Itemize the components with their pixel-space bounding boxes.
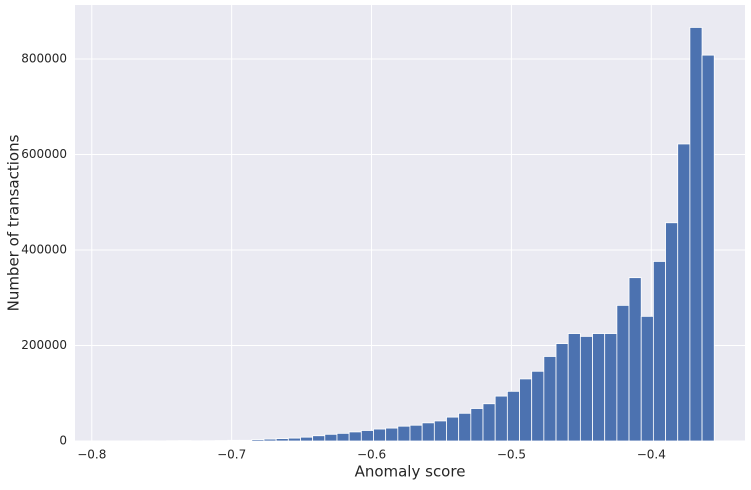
bar	[544, 356, 556, 441]
bar	[410, 425, 422, 441]
x-tick-label: −0.8	[77, 448, 106, 462]
bar	[653, 261, 665, 441]
bar	[702, 55, 714, 441]
bar	[447, 417, 459, 441]
bar	[507, 391, 519, 441]
bar	[568, 334, 580, 441]
bar	[227, 440, 239, 441]
bar	[605, 334, 617, 441]
bar	[337, 433, 349, 441]
bar	[666, 223, 678, 441]
y-tick-label: 0	[59, 434, 67, 448]
bar	[240, 440, 252, 441]
bar	[641, 316, 653, 441]
bar	[276, 439, 288, 441]
bar	[373, 429, 385, 441]
y-tick-label: 800000	[21, 51, 67, 65]
x-tick-label: −0.7	[217, 448, 246, 462]
bar	[300, 437, 312, 441]
y-tick-label: 400000	[21, 242, 67, 256]
x-axis-label: Anomaly score	[355, 463, 466, 481]
bar	[252, 440, 264, 441]
bar	[459, 413, 471, 441]
bar	[629, 278, 641, 441]
x-tick-label: −0.6	[357, 448, 386, 462]
bar	[264, 439, 276, 441]
bar	[288, 438, 300, 441]
x-tick-label: −0.4	[637, 448, 666, 462]
bar	[520, 379, 532, 441]
bar	[617, 305, 629, 441]
bar	[556, 344, 568, 441]
x-tick-label: −0.5	[497, 448, 526, 462]
bar	[313, 436, 325, 441]
bar	[483, 404, 495, 441]
bar	[471, 409, 483, 441]
bar	[678, 144, 690, 441]
y-tick-label: 600000	[21, 147, 67, 161]
bar	[532, 371, 544, 441]
bar	[361, 430, 373, 441]
bar	[325, 434, 337, 441]
bar	[349, 432, 361, 441]
bar	[386, 428, 398, 441]
bar	[398, 426, 410, 441]
bar	[434, 421, 446, 441]
bar	[690, 27, 702, 441]
bar	[495, 396, 507, 441]
y-tick-label: 200000	[21, 338, 67, 352]
bar	[580, 336, 592, 441]
bar	[422, 423, 434, 441]
y-axis-label: Number of transactions	[5, 134, 23, 311]
bar	[593, 334, 605, 441]
